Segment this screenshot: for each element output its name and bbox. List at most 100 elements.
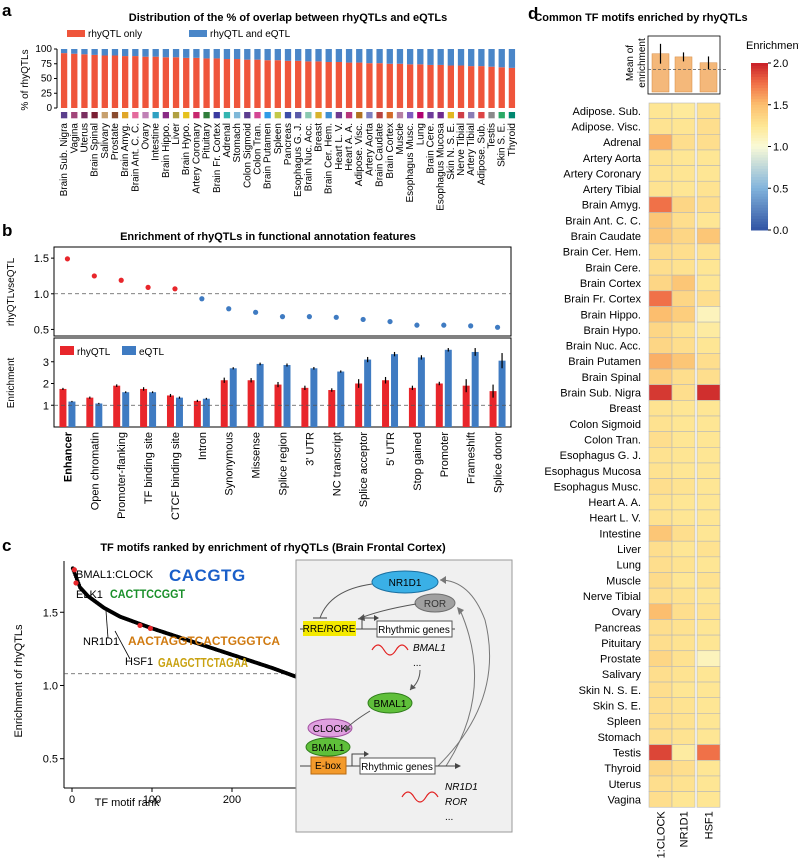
- heatmap-cell-intestine-bmal1-clock: [648, 525, 673, 542]
- bar-rhyqtl-nc-transcript: [328, 390, 336, 427]
- tissue-swatch-brain-sub-nigra: [60, 112, 68, 119]
- heatmap-cell-brain-fr-cortex-hsf1: [696, 290, 721, 307]
- bar-eqtl-nc-transcript: [337, 371, 345, 427]
- bar-rhyqtl-and-eqtl-artery-aorta: [366, 49, 373, 64]
- tissue-swatch-uterus: [81, 112, 88, 119]
- colorbar-tick-label: 0.0: [773, 225, 788, 237]
- bar-rhyqtl-only-uterus: [81, 54, 88, 108]
- panel-b-top-ytick-label: 0.5: [34, 324, 49, 336]
- point-missense: [253, 309, 259, 315]
- bar-rhyqtl-5-utr: [382, 380, 390, 427]
- heatmap-cell-testis-hsf1: [696, 744, 721, 761]
- colorbar-segment: [751, 221, 768, 225]
- heatmap-row-label-skin-n-s-e: Skin N. S. E.: [579, 685, 641, 697]
- colorbar-segment: [751, 213, 768, 217]
- heatmap-row-label-adipose-sub: Adipose. Sub.: [573, 106, 642, 118]
- heatmap-cell-brain-cortex-hsf1: [696, 274, 721, 292]
- highlight-point-hsf1: [147, 625, 153, 631]
- heatmap-cell-colon-tran-hsf1: [696, 431, 721, 448]
- mrna-wave-bottom: [401, 791, 439, 803]
- bar-rhyqtl-only-brain-cere: [427, 64, 434, 108]
- bar-rhyqtl-only-stomach: [233, 59, 241, 108]
- colorbar-segment: [751, 202, 768, 206]
- bar-rhyqtl-and-eqtl-artery-tibial: [468, 49, 475, 67]
- colorbar-segment: [751, 82, 768, 86]
- panel-a-xlabel-brain-cortex: Brain Cortex: [385, 123, 396, 179]
- panel-b-xlabels: Enhancer Open chromatin Promoter-flanking T…: [62, 431, 504, 520]
- tissue-swatch-heart-l-v: [335, 112, 343, 119]
- panel-b-top-ylabel: rhyQTLvseQTL: [6, 257, 17, 326]
- colorbar-segment: [751, 188, 768, 192]
- bmal1-node-label: BMAL1: [374, 699, 407, 710]
- bar-eqtl-splice-acceptor: [364, 359, 372, 427]
- tissue-swatch-intestine: [152, 112, 159, 119]
- panel-a-xlabel-ovary: Ovary: [141, 123, 152, 150]
- heatmap-cell-heart-l-v-nr1d1: [671, 509, 696, 526]
- bar-eqtl-synonymous: [229, 368, 237, 427]
- heatmap-cell-brain-cortex-nr1d1: [671, 274, 696, 292]
- bar-rhyqtl-only-adrenal: [223, 59, 231, 108]
- heatmap-cell-skin-n-s-e-nr1d1: [671, 681, 696, 698]
- panel-b-xlabel-enhancer: Enhancer: [62, 431, 74, 482]
- clock-node-label: CLOCK: [313, 724, 348, 735]
- ror-node-label: ROR: [424, 599, 446, 610]
- heatmap-cell-testis-nr1d1: [671, 744, 696, 761]
- heatmap-col-label-bmal1-clock: BMAL1:CLOCK: [656, 811, 668, 858]
- heatmap-cell-brain-hippo-bmal1-clock: [648, 306, 673, 323]
- bar-eqtl-5-utr: [391, 354, 399, 427]
- bar-eqtl-tf-binding-site: [149, 392, 157, 427]
- bar-rhyqtl-only-vagina: [71, 53, 78, 108]
- panel-b-title: Enrichment of rhyQTLs in functional anno…: [120, 231, 416, 243]
- bar-rhyqtl-only-skin-s-e: [498, 67, 505, 108]
- bar-rhyqtl-and-eqtl-brain-hypo: [183, 49, 190, 58]
- heatmap-row-label-ovary: Ovary: [612, 607, 642, 619]
- heatmap-cell-breast-bmal1-clock: [648, 400, 673, 417]
- panel-a-xlabel-brain-ant-c-c: Brain Ant. C. C.: [130, 123, 141, 192]
- bar-rhyqtl-only-brain-cortex: [386, 63, 393, 108]
- panel-c-ytick-label: 1.0: [43, 680, 58, 692]
- bar-rhyqtl-only-nerve-tibial: [457, 65, 465, 108]
- bar-rhyqtl-only-muscle: [396, 63, 404, 108]
- tissue-swatch-brain-nuc-acc: [305, 112, 312, 119]
- heatmap-row-label-lung: Lung: [617, 560, 641, 572]
- bar-rhyqtl-ctcf-binding-site: [166, 395, 174, 427]
- clock-node: [307, 718, 353, 738]
- legend-swatch-rhyqtl: [60, 346, 74, 355]
- colorbar-segment: [751, 185, 768, 189]
- legend-label-eqtl: eQTL: [139, 347, 164, 358]
- panel-b-xlabel-frameshift: Frameshift: [466, 432, 478, 484]
- panel-c-xtick-label: 200: [223, 794, 241, 806]
- bar-rhyqtl-only-brain-putamen: [264, 60, 271, 108]
- bar-rhyqtl-only-brain-caudate: [376, 63, 383, 108]
- bar-rhyqtl-only-prostate: [111, 55, 119, 108]
- bar-rhyqtl-and-eqtl-testis: [488, 49, 495, 67]
- panel-b-xlabel-missense: Missense: [251, 432, 263, 478]
- ror-feedback-arrowhead: [457, 607, 464, 615]
- bar-rhyqtl-only-adipose-sub: [478, 66, 485, 108]
- point-splice-acceptor: [360, 316, 366, 323]
- bar-rhyqtl-and-eqtl-breast: [315, 49, 322, 62]
- heatmap-cell-spleen-hsf1: [696, 713, 721, 730]
- bar-rhyqtl-and-eqtl-esophagus-mucosa: [437, 49, 444, 65]
- point-ctcf-binding-site: [172, 286, 178, 292]
- colorbar-segment: [751, 218, 768, 223]
- tissue-swatch-salivary: [101, 112, 108, 119]
- bar-rhyqtl-only-pancreas: [284, 60, 292, 108]
- heatmap-cell-brain-caudate-nr1d1: [671, 227, 696, 245]
- colorbar-segment: [751, 199, 768, 203]
- heatmap-row-label-vagina: Vagina: [608, 794, 642, 806]
- bar-rhyqtl-only-intestine: [152, 56, 159, 108]
- panel-b-xlabel-ctcf-binding-site: CTCF binding site: [170, 432, 182, 520]
- bar-rhyqtl-frameshift: [462, 385, 470, 427]
- legend-label-rhyqtl: rhyQTL: [77, 347, 111, 358]
- heatmap-cell-thyroid-nr1d1: [671, 759, 696, 777]
- bar-rhyqtl-only-brain-sub-nigra: [60, 53, 68, 108]
- motif-label-hsf1: HSF1: [125, 656, 153, 668]
- heatmap-row-label-intestine: Intestine: [599, 528, 641, 540]
- heatmap-cell-adrenal-bmal1-clock: [648, 134, 673, 151]
- heatmap-row-label-prostate: Prostate: [600, 654, 641, 666]
- tissue-swatch-colon-tran: [254, 112, 261, 119]
- heatmap-cell-esophagus-g-j-hsf1: [696, 446, 721, 464]
- rre-promoter-arrow: [361, 617, 374, 629]
- panel-a-xlabel-artery-tibial: Artery Tibial: [466, 123, 477, 176]
